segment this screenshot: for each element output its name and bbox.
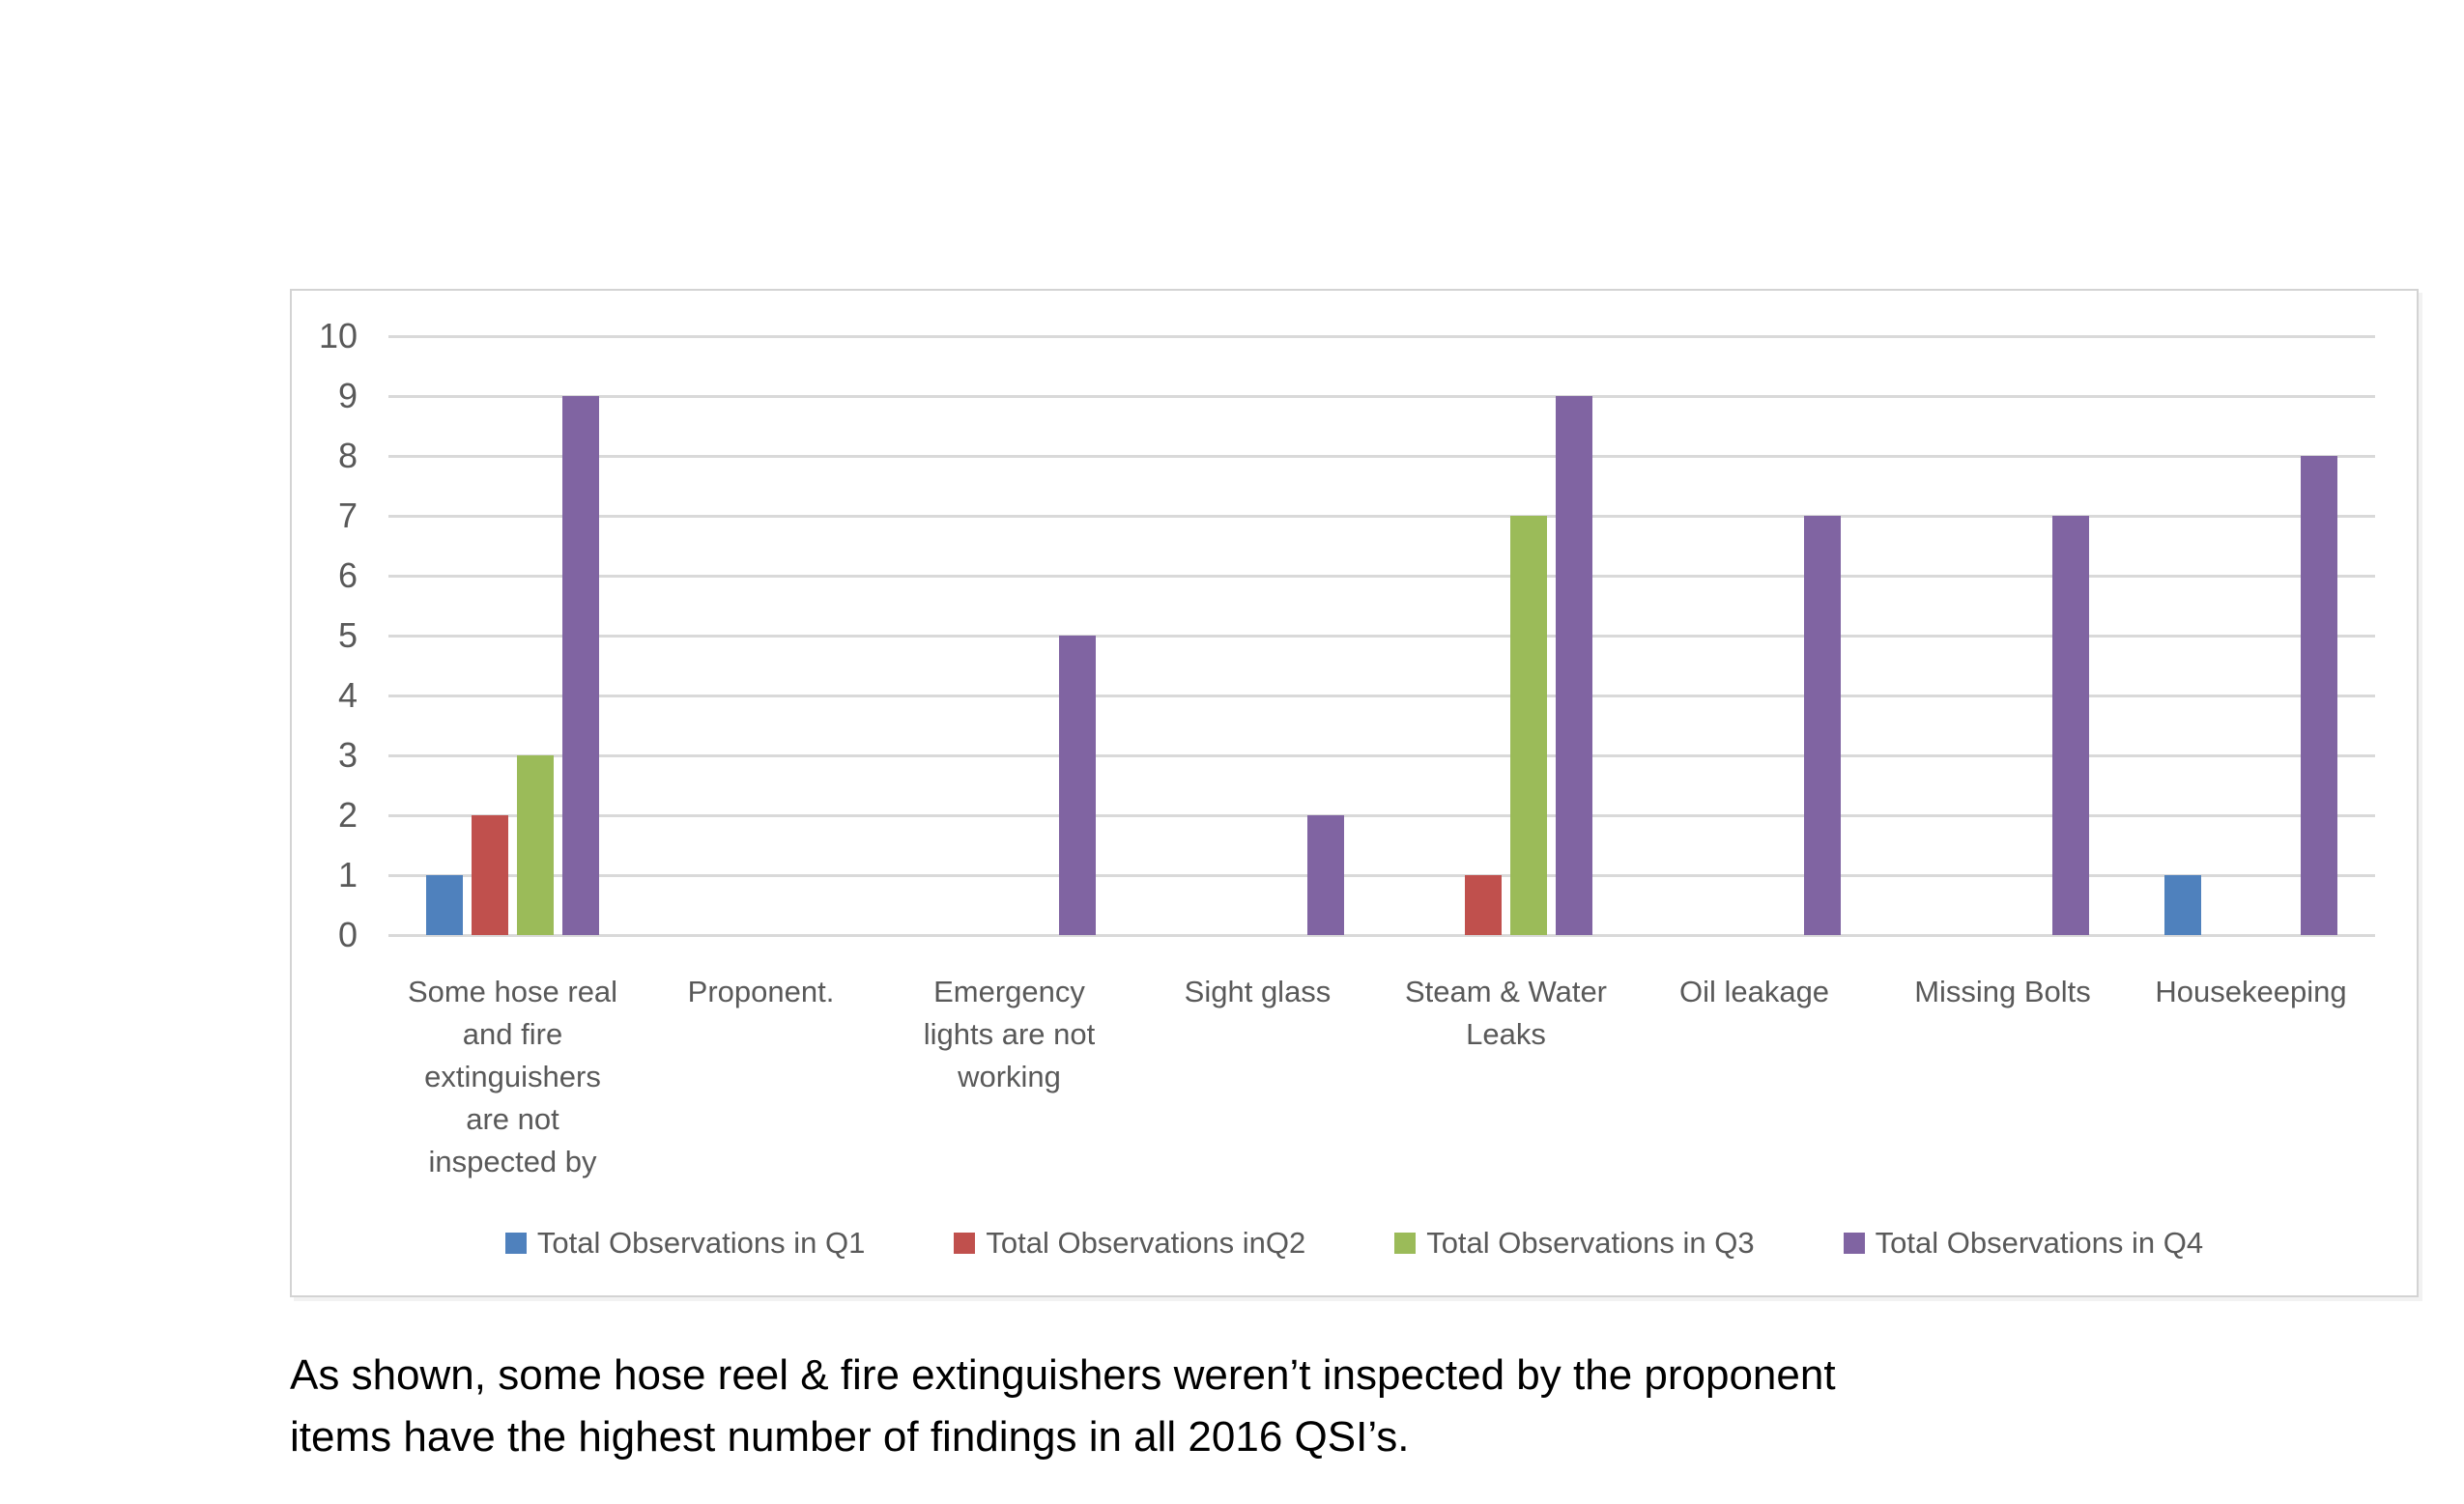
gridline-3	[388, 754, 2375, 757]
bar-q3-cat1	[517, 755, 554, 935]
x-axis-category-label-4: Sight glass	[1147, 971, 1369, 1013]
caption-line-1: As shown, some hose reel & fire extingui…	[290, 1351, 1836, 1399]
y-axis-tick-label-3: 3	[337, 735, 358, 775]
bar-q4-cat8	[2301, 456, 2337, 935]
bar-q4-cat1	[562, 396, 599, 935]
y-axis-tick-label-8: 8	[337, 436, 358, 475]
legend-swatch-icon	[1843, 1233, 1865, 1254]
bar-q4-cat4	[1307, 815, 1344, 935]
legend-item-q1: Total Observations in Q1	[504, 1226, 866, 1261]
bar-q3-cat5	[1510, 516, 1547, 935]
y-axis-tick-label-10: 10	[318, 316, 358, 355]
x-axis-category-label-text: Missing Bolts	[1914, 975, 2091, 1008]
bar-q2-cat1	[472, 815, 508, 935]
x-axis-category-label-text: Steam & Water Leaks	[1404, 975, 1608, 1052]
x-axis-category-label-5: Steam & Water Leaks	[1395, 971, 1618, 1056]
legend-swatch-icon	[954, 1233, 976, 1254]
legend-label: Total Observations in Q4	[1875, 1226, 2204, 1260]
gridline-8	[388, 455, 2375, 458]
legend-label: Total Observations in Q1	[536, 1226, 866, 1260]
bar-q4-cat5	[1556, 396, 1592, 935]
x-axis-category-label-1: Some hose real and fire extinguishers ar…	[402, 971, 624, 1183]
legend-item-q3: Total Observations in Q3	[1394, 1226, 1755, 1261]
chart-caption: As shown, some hose reel & fire extingui…	[290, 1345, 2271, 1468]
gridline-7	[388, 515, 2375, 518]
gridline-4	[388, 695, 2375, 697]
bar-q1-cat8	[2164, 875, 2201, 935]
gridline-5	[388, 635, 2375, 638]
y-axis-tick-label-5: 5	[337, 615, 358, 655]
legend-item-q4: Total Observations in Q4	[1843, 1226, 2204, 1261]
y-axis-tick-label-2: 2	[337, 795, 358, 835]
legend-swatch-icon	[1394, 1233, 1417, 1254]
x-axis-category-label-text: Emergency lights are not working	[923, 975, 1096, 1094]
y-axis-tick-label-4: 4	[337, 675, 358, 715]
x-axis-category-label-6: Oil leakage	[1644, 971, 1866, 1013]
legend-swatch-icon	[504, 1233, 527, 1254]
gridline-1	[388, 874, 2375, 877]
chart-legend: Total Observations in Q1 Total Observatio…	[292, 1226, 2417, 1261]
gridline-9	[388, 395, 2375, 398]
gridline-2	[388, 814, 2375, 817]
y-axis-tick-label-1: 1	[337, 855, 358, 894]
legend-item-q2: Total Observations inQ2	[954, 1226, 1305, 1261]
bar-q4-cat6	[1804, 516, 1841, 935]
x-axis-category-label-text: Some hose real and fire extinguishers ar…	[407, 975, 618, 1179]
x-axis-category-label-text: Oil leakage	[1678, 975, 1830, 1008]
y-axis-tick-label-7: 7	[337, 496, 358, 535]
caption-line-2: items have the highest number of finding…	[290, 1412, 1410, 1461]
y-axis-tick-label-9: 9	[337, 376, 358, 415]
bar-q4-cat3	[1059, 636, 1096, 935]
x-axis-category-label-2: Proponent.	[650, 971, 873, 1013]
x-axis-category-label-8: Housekeeping	[2140, 971, 2363, 1013]
bar-q1-cat1	[426, 875, 463, 935]
x-axis-category-label-text: Proponent.	[687, 975, 835, 1008]
x-axis-category-label-7: Missing Bolts	[1892, 971, 2114, 1013]
x-axis-category-label-3: Emergency lights are not working	[899, 971, 1121, 1098]
legend-label: Total Observations in Q3	[1426, 1226, 1755, 1260]
legend-label: Total Observations inQ2	[986, 1226, 1306, 1260]
gridline-0	[388, 934, 2375, 937]
bar-q4-cat7	[2052, 516, 2089, 935]
y-axis-tick-label-6: 6	[337, 555, 358, 595]
x-axis-category-label-text: Sight glass	[1184, 975, 1332, 1008]
bar-q2-cat5	[1465, 875, 1502, 935]
gridline-6	[388, 575, 2375, 578]
y-axis-tick-label-0: 0	[337, 915, 358, 954]
chart-container: Total Observations in Q1 Total Observatio…	[290, 289, 2419, 1297]
x-axis-category-label-text: Housekeeping	[2155, 975, 2347, 1008]
gridline-10	[388, 335, 2375, 338]
